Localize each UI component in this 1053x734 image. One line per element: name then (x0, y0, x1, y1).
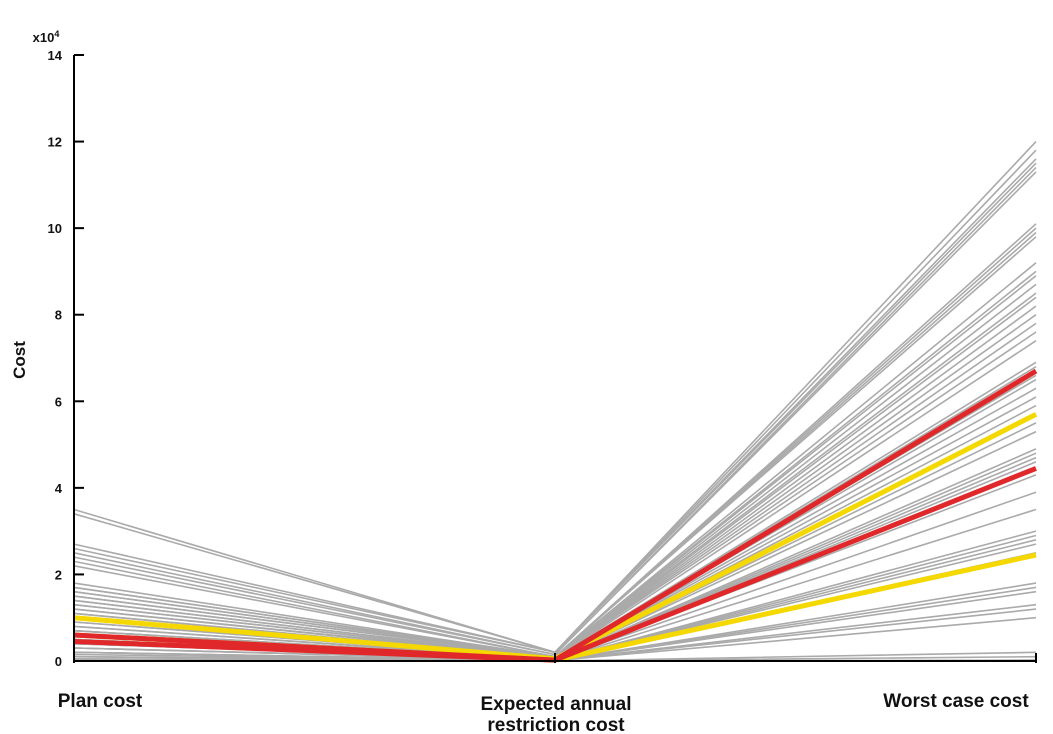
background-series-line (73, 171, 1037, 656)
axes: 0 2 4 6 8 10 12 14 (48, 48, 1037, 669)
y-tick-label: 10 (48, 221, 62, 236)
y-tick-label: 2 (55, 567, 62, 582)
y-axis-label: Cost (10, 341, 29, 379)
y-tick-label: 8 (55, 308, 62, 323)
y-tick-label: 12 (48, 135, 62, 150)
background-series-line (73, 223, 1037, 658)
background-series-line (73, 162, 1037, 654)
axis-label-worst-case-cost: Worst case cost (883, 691, 1029, 712)
axis-label-expected-annual-line1: Expected annual (481, 694, 632, 715)
y-tick-label: 0 (55, 654, 62, 669)
y-multiplier-exponent: 4 (54, 29, 59, 39)
y-tick-label: 6 (55, 394, 62, 409)
axis-label-plan-cost: Plan cost (58, 691, 143, 712)
background-series-line (73, 227, 1037, 658)
y-tick-label: 14 (48, 48, 63, 63)
axis-label-expected-annual-line2: restriction cost (487, 715, 625, 734)
y-tick-label: 4 (55, 481, 63, 496)
background-series-line (73, 283, 1037, 658)
background-lines (73, 141, 1037, 662)
background-series-line (73, 296, 1037, 659)
y-multiplier-base: x10 (33, 30, 55, 45)
y-multiplier-label: x104 (33, 29, 60, 45)
labels: Cost x104 Plan cost Expected annual rest… (10, 29, 1029, 734)
background-series-line (73, 275, 1037, 658)
